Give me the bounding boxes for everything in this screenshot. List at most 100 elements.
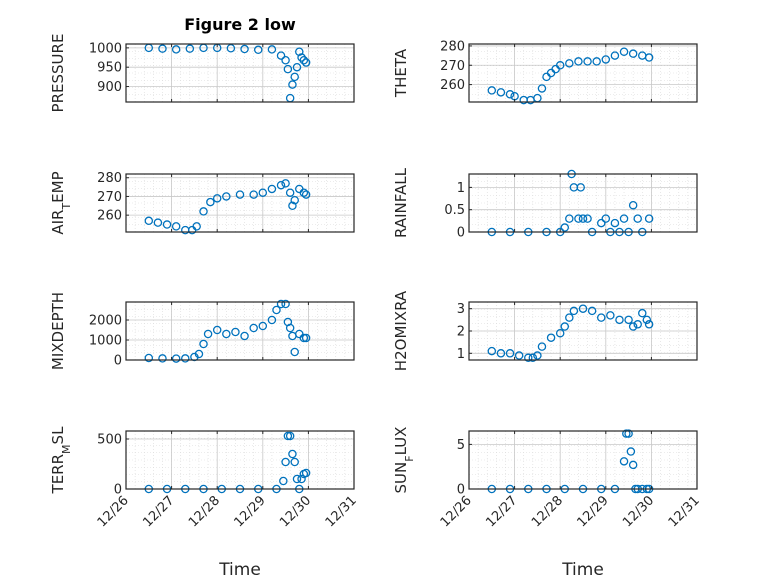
data-point [288,80,297,89]
data-point [212,325,222,335]
data-point [496,349,506,358]
data-point [560,322,570,331]
y-tick-label: 950 [97,61,122,76]
data-point [583,214,592,223]
data-point [624,315,633,325]
data-point [633,214,642,223]
subplot-terr-msl: 0 500 12/26 12/27 12/28 12/29 12/30 12/31 TERRMS… [49,426,360,530]
y-tick-label: 0 [114,354,122,369]
data-point [231,327,240,337]
data-point [642,315,652,325]
data-point [222,329,231,339]
data-point [565,59,574,68]
data-point [158,354,167,363]
data-point [496,88,506,97]
data-point [187,225,197,235]
data-point [249,190,258,199]
axes-box [125,301,355,361]
data-point [203,329,213,339]
data-point [628,200,638,210]
data-point [292,474,302,484]
data-point [144,353,154,363]
data-point [619,457,629,466]
data-point [162,220,172,229]
x-tick-label: 12/27 [140,493,177,530]
data-point [281,299,290,309]
data-point [569,306,579,316]
subplot-rainfall: 0 0.5 1 RAINFALL [392,167,698,241]
data-point [279,476,288,486]
data-point [290,72,299,82]
data-point [194,349,204,359]
y-axis-label: H2OMIXRA [392,290,410,371]
data-point [267,45,277,54]
data-point [299,188,309,197]
x-tick-label: 12/28 [186,493,223,530]
data-point [276,51,286,60]
data-point [285,431,295,441]
figure-title: Figure 2 low [184,15,296,34]
y-axis-label: PRESSURE [49,34,67,113]
y-tick-label: 1 [457,347,465,362]
data-point [258,321,268,331]
y-tick-label: 0 [114,483,122,498]
y-tick-label: 3 [457,302,465,317]
data-point [181,354,190,363]
data-point [601,214,611,223]
data-point [283,431,293,441]
x-tick-label: 12/29 [232,493,269,530]
x-tick-label: 12/31 [323,493,360,530]
data-point [181,225,190,235]
y-axis-label: TERRMSL [49,426,73,495]
data-point [560,223,570,232]
data-point [249,323,258,333]
data-point [276,299,286,309]
data-point [281,179,290,188]
x-tick-label: 12/27 [483,493,520,530]
data-point [288,201,297,211]
axes-box [468,430,698,490]
data-point [240,331,249,341]
data-point [171,45,181,54]
y-axis-label: RAINFALL [392,167,410,238]
subplot-theta: 260 270 280 THETA [392,39,698,105]
axes-box [125,430,355,490]
data-point [144,216,154,226]
data-point [199,339,208,349]
data-point [628,460,638,470]
y-tick-label: 2 [457,325,465,340]
data-point [644,214,654,223]
y-tick-label: 1000 [89,41,122,56]
data-point [638,308,647,318]
subplot-mixdepth: 0 1000 2000 MIXDEPTH [49,292,355,370]
data-point [576,183,585,192]
data-point [240,44,249,54]
data-point [292,62,302,72]
y-tick-label: 1 [457,181,465,196]
data-point [276,180,286,190]
data-point [171,354,181,363]
axes-box [468,43,698,103]
data-point [596,313,606,322]
data-point [537,84,547,93]
x-tick-label: 12/30 [620,493,657,530]
data-point [290,457,299,467]
data-point [596,218,606,228]
y-tick-label: 0 [457,483,465,498]
y-tick-label: 270 [97,190,122,205]
data-point [514,351,524,360]
axes-box [468,173,698,233]
data-point [505,90,515,99]
y-tick-label: 280 [440,39,465,54]
y-tick-label: 270 [440,59,465,74]
data-point [619,214,629,223]
y-tick-label: 0.5 [444,203,465,218]
y-tick-label: 260 [440,78,465,93]
data-point [171,222,181,231]
data-point [628,322,638,331]
data-point [578,304,588,313]
data-point [487,346,497,356]
subplot-sun-flux: 0 5 12/26 12/27 12/28 12/29 12/30 12/31 SUNFLUX [392,427,703,531]
data-point [628,49,638,58]
x-tick-label: 12/26 [95,493,132,530]
